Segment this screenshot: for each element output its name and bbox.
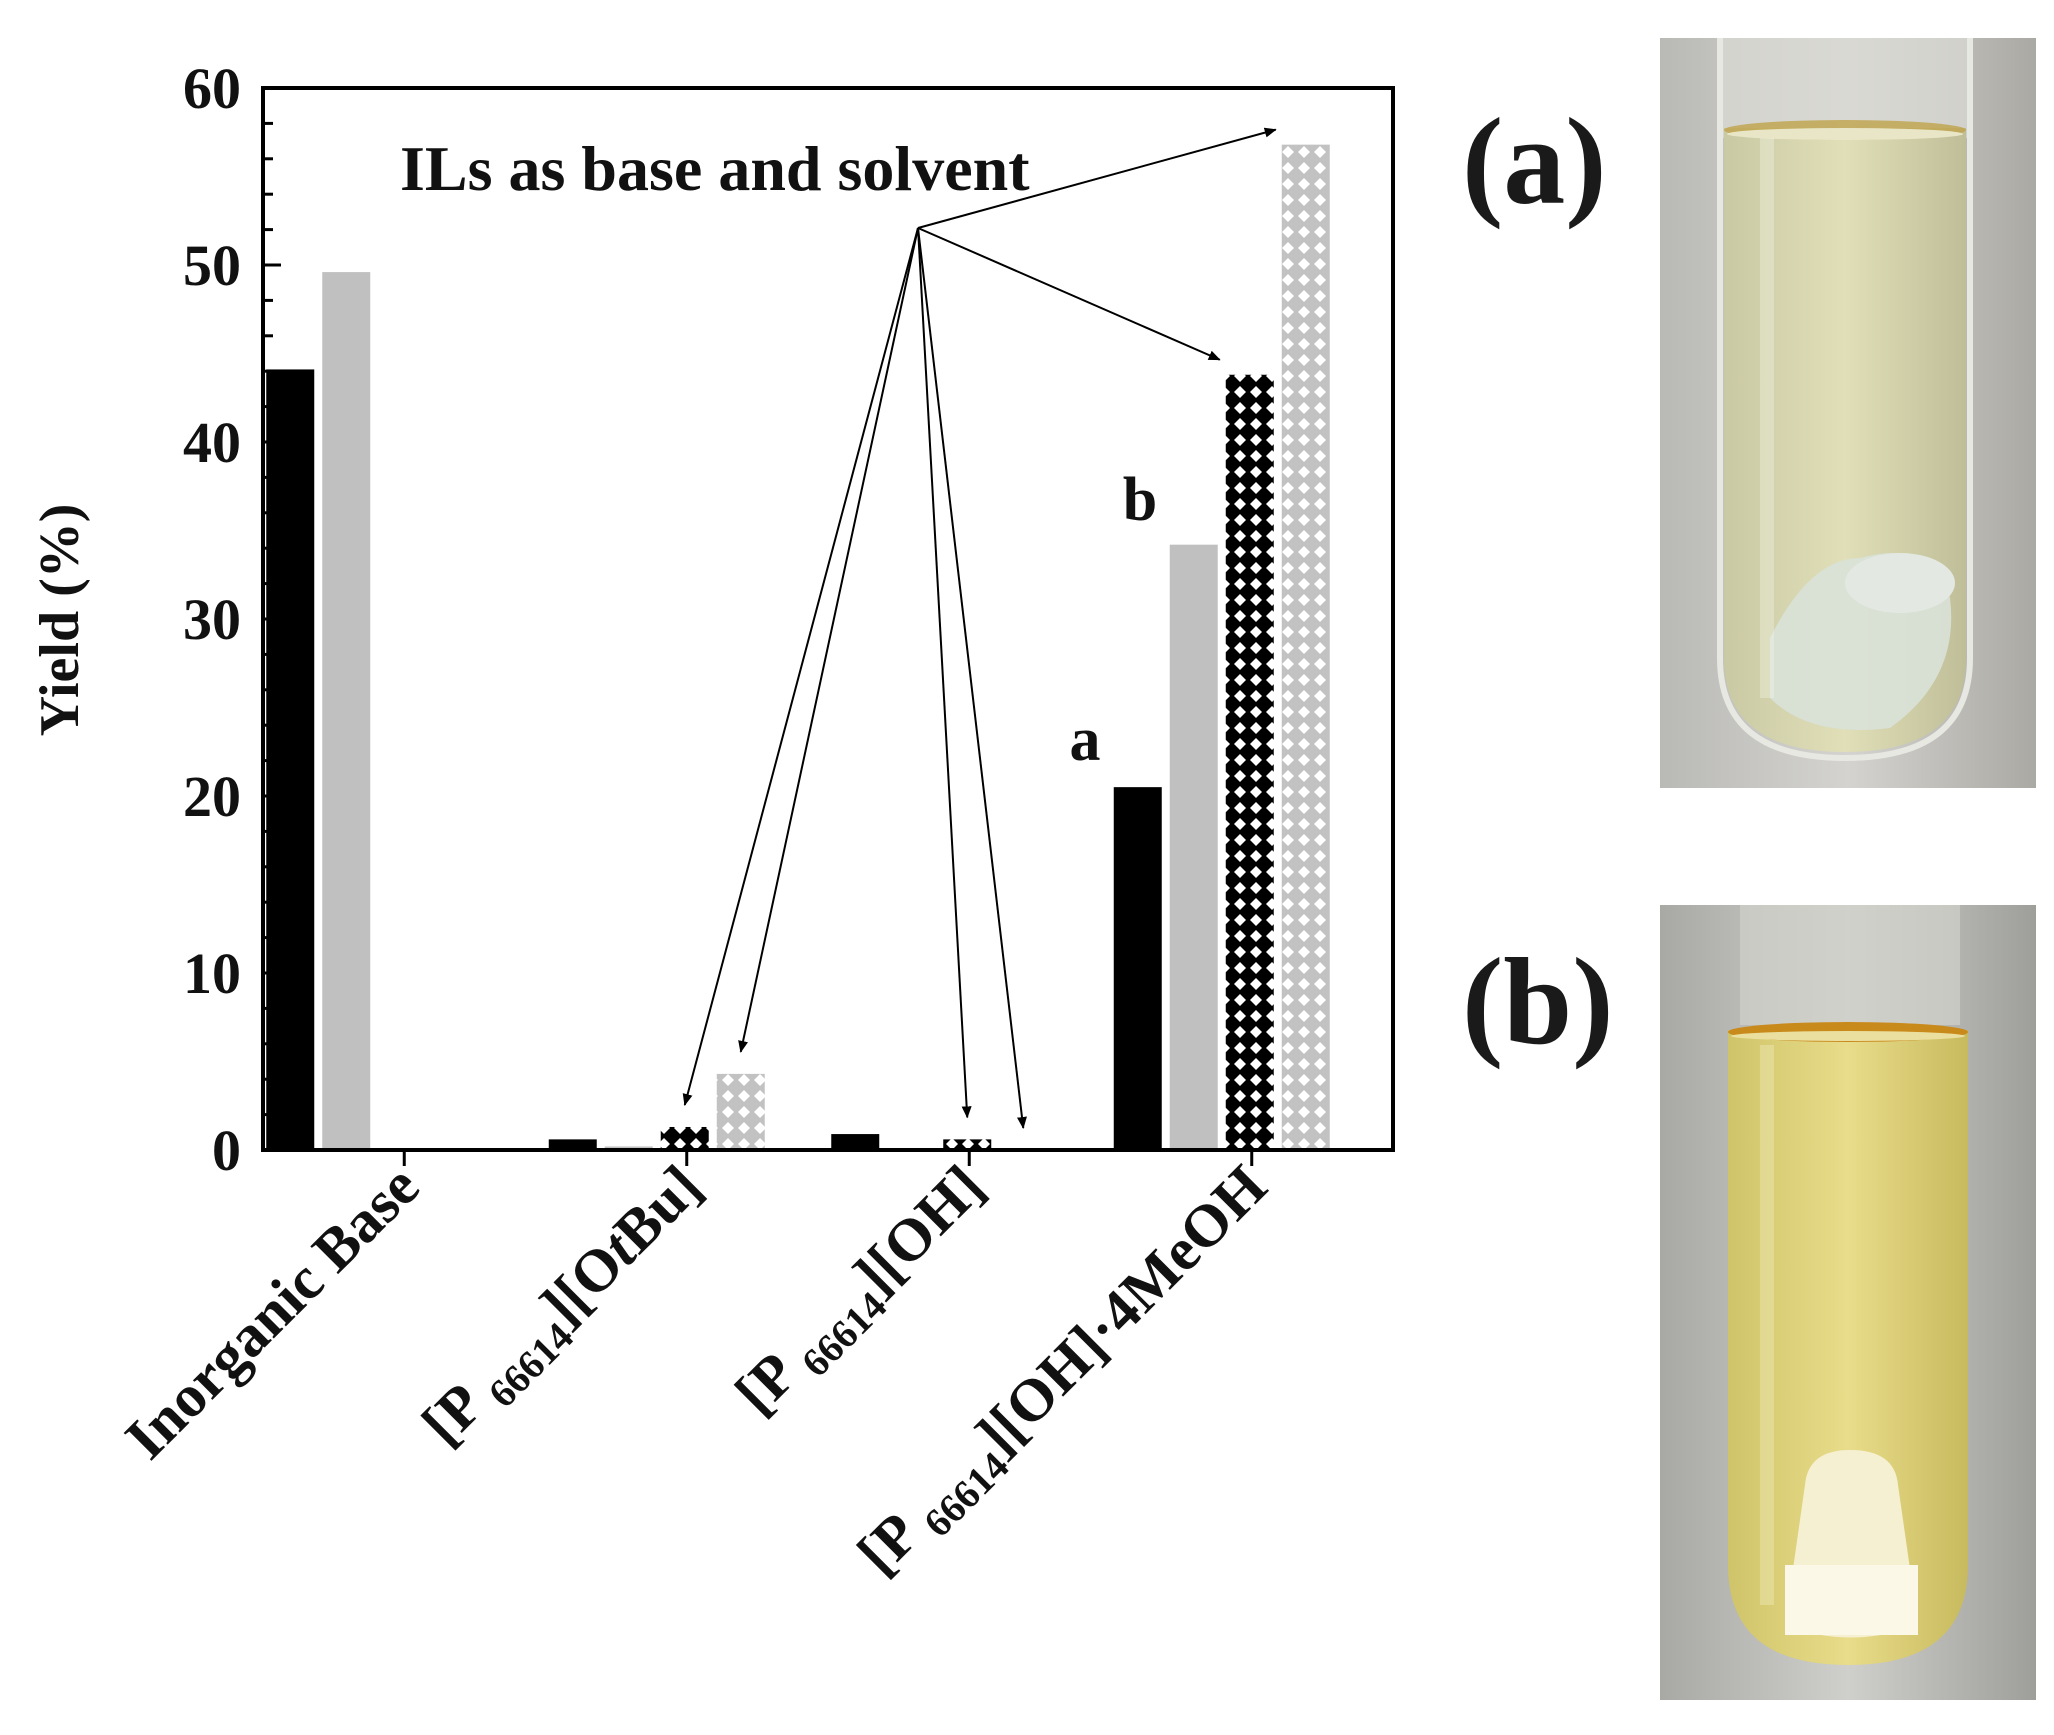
bar-hatch-gray-3	[1281, 144, 1330, 1150]
y-tick-label: 40	[183, 410, 241, 475]
bar-solid-gray-0	[322, 272, 371, 1151]
annotation-arrow	[738, 227, 919, 1053]
x-tick-label: [P 66614][OH]	[722, 1153, 1003, 1434]
annotation-label-a: a	[1070, 706, 1101, 774]
annotation-arrow	[917, 227, 972, 1119]
test-tube-photo-a-icon	[1660, 38, 2036, 788]
annotation-arrow	[917, 127, 1277, 229]
y-tick-label: 20	[183, 764, 241, 829]
y-tick-label: 0	[212, 1118, 241, 1183]
bar-hatch-black-1	[660, 1126, 709, 1150]
bar-chart: 0 10 20 30 40 50 60 Inorganic Base[P 66614][Ot…	[29, 56, 1395, 1587]
annotation-title: ILs as base and solvent	[400, 133, 1030, 204]
y-axis-label: Yield (%)	[29, 504, 91, 737]
bar-solid-black-3	[1113, 787, 1162, 1150]
bar-solid-gray-3	[1169, 544, 1218, 1150]
bar-solid-black-1	[548, 1139, 597, 1150]
plot-frame	[261, 86, 1395, 1152]
bar-hatch-black-3	[1225, 374, 1274, 1150]
bar-solid-black-2	[831, 1134, 880, 1150]
annotation-arrow	[917, 227, 1221, 361]
y-tick-label: 50	[183, 233, 241, 298]
bar-hatch-black-2	[943, 1139, 992, 1150]
y-tick-label: 10	[183, 941, 241, 1006]
test-tube-photo-b-icon	[1660, 905, 2036, 1700]
x-tick-label: [P 66614][OtBu]	[409, 1153, 721, 1465]
annotation-arrow	[917, 227, 1027, 1129]
x-tick-label: Inorganic Base	[113, 1153, 432, 1472]
bar-solid-black-0	[266, 369, 315, 1150]
panel-label-a: (a)	[1462, 93, 1607, 230]
y-tick-label: 30	[183, 587, 241, 652]
annotation-label-b: b	[1123, 466, 1157, 534]
annotation-arrows	[682, 127, 1277, 1129]
annotation-arrow	[682, 227, 919, 1106]
bar-hatch-gray-1	[716, 1073, 765, 1150]
y-tick-label: 60	[183, 56, 241, 121]
panel-label-b: (b)	[1462, 933, 1614, 1070]
